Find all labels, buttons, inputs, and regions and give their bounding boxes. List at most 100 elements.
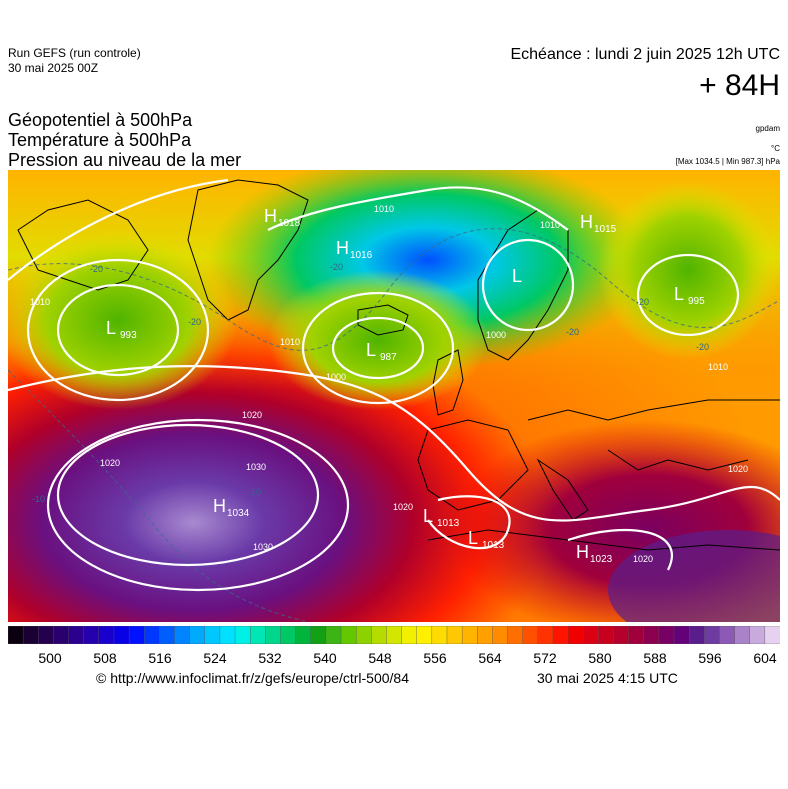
color-scale-tick: 564: [478, 650, 502, 666]
color-swatch: [189, 626, 206, 644]
color-scale-tick: 572: [533, 650, 557, 666]
temperature-label: -20: [696, 342, 709, 352]
pressure-center-letter: L: [106, 318, 116, 338]
color-swatch: [749, 626, 766, 644]
isobar-label: 1020: [393, 502, 413, 512]
warm-pool-southeast: [608, 530, 780, 622]
pressure-center-letter: H: [576, 542, 589, 562]
color-swatch: [734, 626, 751, 644]
color-swatch: [764, 626, 780, 644]
color-scale-tick: 540: [313, 650, 337, 666]
italy-coast: [536, 458, 589, 521]
color-scale-tick: 588: [643, 650, 667, 666]
isobar-low-987: [331, 316, 425, 380]
color-swatch: [265, 626, 282, 644]
unit-gpdam: gpdam: [755, 124, 780, 133]
temperature-label: -20: [566, 327, 579, 337]
isobar-1010-north: [8, 178, 229, 281]
color-scale-tick: 508: [93, 650, 117, 666]
color-swatch: [416, 626, 433, 644]
isobar-label: 1010: [374, 204, 394, 214]
isobar-labels: 1010 1010 1010 1000 1000 1010 1020 1020 …: [30, 204, 748, 564]
pressure-center-value: 1013: [437, 518, 460, 529]
color-swatch: [204, 626, 221, 644]
color-swatch: [8, 626, 24, 644]
color-swatch: [68, 626, 85, 644]
color-swatch: [295, 626, 312, 644]
isobar-label: 1010: [540, 220, 560, 230]
color-swatch: [446, 626, 463, 644]
temperature-label: -20: [636, 297, 649, 307]
isobar-1030-high: [46, 418, 350, 592]
color-swatch: [567, 626, 584, 644]
color-swatch: [174, 626, 191, 644]
color-scale-tick: 548: [368, 650, 392, 666]
isobar-label: 1010: [280, 337, 300, 347]
color-swatch: [386, 626, 403, 644]
pressure-center-letter: H: [336, 238, 349, 258]
isobar-label: 1000: [326, 372, 346, 382]
pressure-center-value: 1018: [278, 218, 301, 229]
pressure-center-letter: L: [423, 506, 433, 526]
color-swatch: [688, 626, 706, 644]
color-scale-tick: 596: [698, 650, 722, 666]
balkans-coast: [607, 449, 749, 471]
run-date: 30 mai 2025 00Z: [8, 61, 99, 75]
color-swatch: [522, 626, 539, 644]
cold-pool-russia: [598, 180, 778, 360]
color-swatch: [537, 626, 554, 644]
temperature-label: -10: [32, 494, 45, 504]
color-scale-tick: 532: [258, 650, 282, 666]
pressure-center-letter: H: [264, 206, 277, 226]
isobar-label: 1010: [708, 362, 728, 372]
color-swatch: [249, 626, 267, 644]
color-swatch: [98, 626, 115, 644]
pressure-center-letter: L: [468, 528, 478, 548]
color-swatch: [280, 626, 297, 644]
unit-celsius: °C: [771, 144, 780, 153]
temperature-label: -20: [188, 317, 201, 327]
isobar-low-scandinavia: [481, 238, 575, 332]
isobar-label: 1000: [486, 330, 506, 340]
pressure-center-value: 993: [120, 330, 137, 341]
isobar-low-993: [56, 283, 180, 377]
source-url[interactable]: © http://www.infoclimat.fr/z/gefs/europe…: [96, 670, 410, 686]
color-swatch: [658, 626, 675, 644]
temperature-labels: -20 -20 -20 -20 -20 -20 -10 -10: [32, 262, 709, 504]
color-swatch: [53, 626, 70, 644]
color-swatch: [113, 626, 130, 644]
color-swatch: [22, 626, 39, 644]
pressure-center-value: 987: [380, 352, 397, 363]
pressure-center-value: 1034: [227, 508, 250, 519]
isobar-label: 1020: [633, 554, 653, 564]
pressure-centers: H 1018 H 1016 H 1015 L 993 L 987 L L 995…: [106, 206, 705, 565]
color-swatch: [159, 626, 176, 644]
color-scale-tick: 516: [148, 650, 172, 666]
color-swatch: [401, 626, 418, 644]
color-swatch: [219, 626, 236, 644]
color-swatch: [461, 626, 478, 644]
color-scale: [8, 626, 780, 644]
pressure-center-letter: L: [674, 284, 684, 304]
color-swatch: [598, 626, 615, 644]
isobar-low-993-outer: [26, 258, 210, 402]
europe-south-coast: [527, 399, 780, 421]
isobar-low-1013: [427, 495, 511, 550]
isobar-label: 1030: [253, 542, 273, 552]
scandinavia-coast: [477, 209, 569, 361]
temperature-label: -20: [90, 264, 103, 274]
weather-map: H 1018 H 1016 H 1015 L 993 L 987 L L 995…: [8, 170, 780, 622]
color-swatch: [719, 626, 736, 644]
color-swatch: [83, 626, 100, 644]
field-temperature: Température à 500hPa: [8, 130, 192, 150]
isotherms: [8, 228, 780, 622]
isobar-label: 1010: [30, 297, 50, 307]
pressure-center-value: 995: [688, 296, 705, 307]
color-swatch: [310, 626, 327, 644]
forecast-horizon: + 84H: [699, 69, 780, 102]
temperature-label: -20: [330, 262, 343, 272]
color-swatch: [492, 626, 509, 644]
isobar-high-1023: [567, 528, 673, 571]
color-swatch: [628, 626, 645, 644]
cold-pool-iceland: [268, 270, 488, 410]
